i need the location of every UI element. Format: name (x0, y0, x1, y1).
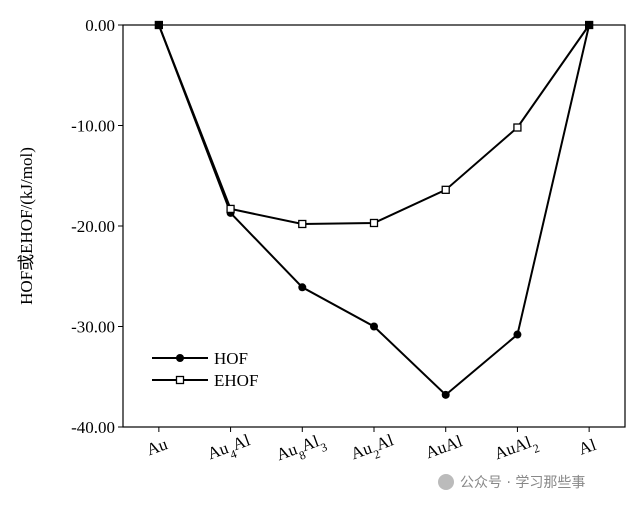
point (298, 219, 307, 229)
x-tick-label: Au8Al3 (274, 429, 329, 470)
series-points (154, 21, 594, 399)
series-line (157, 24, 591, 397)
x-tick-label: AuAl2 (492, 430, 542, 468)
point (175, 375, 185, 385)
point (154, 20, 164, 30)
x-tick-label: Au2Al (348, 430, 398, 469)
y-tick-label: -40.00 (71, 418, 115, 437)
legend-label: EHOF (214, 371, 258, 390)
legend: HOF EHOF (152, 349, 258, 390)
point (370, 322, 378, 331)
y-tick-label: -10.00 (71, 117, 115, 136)
x-tick-label: AuAl (423, 431, 465, 462)
y-tick-label: 0.00 (85, 16, 115, 35)
y-tick-label: -20.00 (71, 217, 115, 236)
legend-label: HOF (214, 349, 248, 368)
x-tick-label: Au (144, 434, 170, 459)
point (441, 185, 450, 194)
point (176, 354, 184, 362)
point (513, 330, 522, 339)
x-tick-label: Au4Al (205, 430, 255, 469)
y-axis-label: HOF或EHOF/(kJ/mol) (17, 147, 36, 305)
point (513, 123, 522, 132)
watermark-icon (438, 474, 454, 490)
watermark: 公众号 · 学习那些事 (438, 474, 585, 491)
point (441, 390, 450, 399)
point (584, 20, 594, 30)
x-tick-label: Al (576, 435, 599, 459)
point (298, 283, 307, 292)
series-points (154, 20, 594, 229)
y-tick-label: -30.00 (71, 318, 115, 337)
watermark-text: 公众号 · 学习那些事 (460, 475, 585, 491)
point (226, 204, 235, 214)
point (369, 218, 379, 228)
